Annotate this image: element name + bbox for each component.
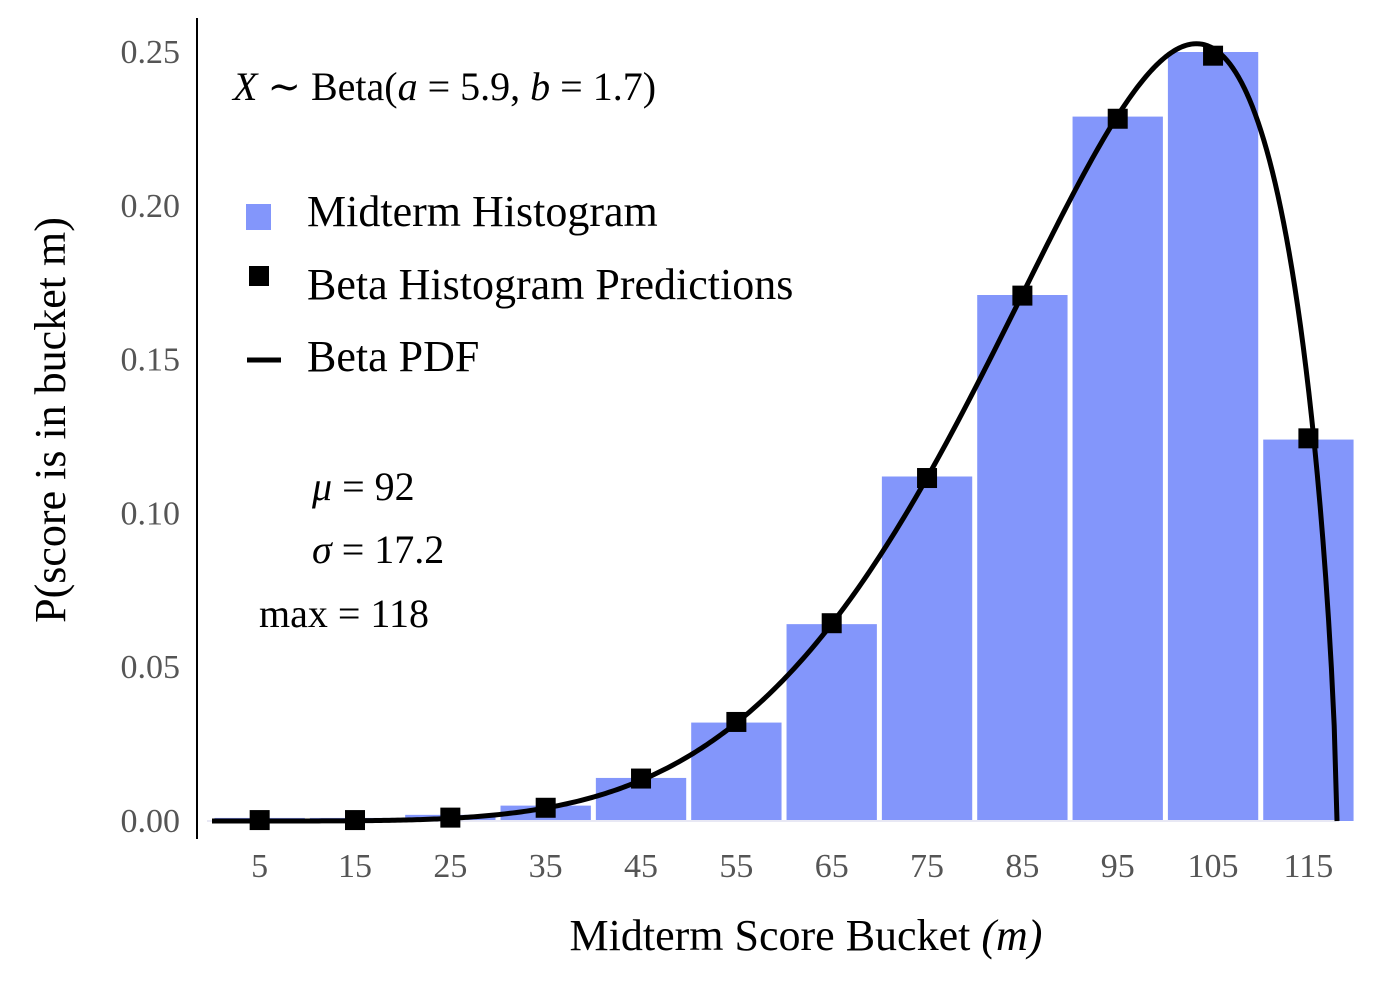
legend-label-histogram: Midterm Histogram [307,187,658,236]
y-tick-label: 0.10 [121,495,181,532]
y-tick-label: 0.25 [121,34,181,71]
y-axis-title: P(score is in bucket m) [26,217,75,623]
prediction-marker-115 [1298,428,1319,449]
x-tick-label: 115 [1284,848,1334,885]
prediction-marker-105 [1203,45,1224,66]
prediction-marker-75 [917,468,938,489]
legend-swatch-predictions [249,266,269,286]
prediction-marker-25 [440,807,461,828]
x-tick-label: 55 [719,848,753,885]
x-tick-label: 105 [1188,848,1239,885]
y-tick-label: 0.05 [121,649,181,686]
prediction-marker-65 [821,613,842,634]
x-tick-labels: 5 15 25 35 45 55 65 75 85 95 105 115 [251,848,1333,885]
x-tick-label: 85 [1005,848,1039,885]
x-tick-label: 5 [251,848,268,885]
x-tick-label: 15 [338,848,372,885]
prediction-marker-45 [631,768,652,789]
legend: Midterm Histogram Beta Histogram Predict… [246,187,793,381]
prediction-marker-95 [1107,108,1128,129]
histogram-bar-115 [1263,439,1354,821]
beta-pdf-curve [212,41,1340,824]
y-tick-label: 0.15 [121,342,181,379]
x-axis-title: Midterm Score Bucket (m) [570,911,1043,960]
max-annotation: max = 118 [259,591,429,636]
prediction-marker-35 [535,797,556,818]
prediction-marker-55 [726,711,747,732]
prediction-marker-85 [1012,285,1033,306]
histogram-bar-75 [881,476,973,821]
x-tick-label: 65 [815,848,849,885]
x-tick-label: 95 [1101,848,1135,885]
bar-series [214,52,1354,821]
histogram-bar-85 [977,295,1068,821]
x-tick-label: 35 [529,848,563,885]
y-tick-labels: 0.00 0.05 0.10 0.15 0.20 0.25 [121,34,181,840]
prediction-marker-15 [345,810,366,831]
legend-label-pdf: Beta PDF [307,332,479,381]
x-tick-label: 45 [624,848,658,885]
histogram-bar-95 [1072,116,1163,821]
x-tick-label: 25 [433,848,467,885]
histogram-bar-55 [691,722,782,821]
legend-swatch-histogram [246,204,271,230]
prediction-marker-5 [249,810,270,831]
histogram-bar-65 [786,624,877,821]
stdev-annotation: σ = 17.2 [312,527,444,572]
prediction-markers [249,45,1319,831]
legend-label-predictions: Beta Histogram Predictions [307,260,793,309]
mean-annotation: μ = 92 [311,464,415,509]
y-tick-label: 0.20 [121,188,181,225]
distribution-annotation: X ∼ Beta(a = 5.9, b = 1.7) [231,64,656,109]
histogram-bar-105 [1167,52,1259,821]
y-tick-label: 0.00 [121,803,181,840]
x-tick-label: 75 [910,848,944,885]
